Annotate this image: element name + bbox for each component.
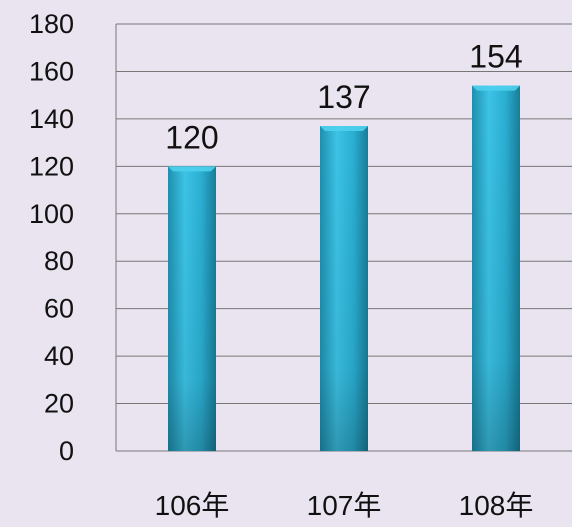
- y-tick-label: 60: [44, 294, 74, 324]
- x-tick-label: 107年: [307, 490, 382, 521]
- data-label: 154: [469, 39, 522, 75]
- bar-shade: [168, 166, 216, 452]
- bar: [472, 85, 520, 451]
- y-axis: 0 20 40 60 80 100 120 140 160 180: [29, 9, 117, 466]
- y-tick-label: 40: [44, 341, 74, 371]
- bar-shade: [320, 126, 368, 451]
- y-tick-label: 160: [29, 56, 74, 86]
- y-tick-label: 100: [29, 199, 74, 229]
- x-tick-label: 108年: [459, 490, 534, 521]
- y-tick-label: 120: [29, 151, 74, 181]
- x-axis: 106年 107年 108年: [155, 490, 534, 521]
- y-tick-label: 80: [44, 246, 74, 276]
- bar-cap: [320, 126, 368, 132]
- data-labels: 120 137 154: [165, 39, 522, 156]
- bar-shade: [472, 85, 520, 451]
- x-tick-label: 106年: [155, 490, 230, 521]
- y-tick-label: 20: [44, 389, 74, 419]
- data-label: 120: [165, 119, 218, 155]
- bar-cap: [168, 166, 216, 172]
- bar-cap: [472, 85, 520, 91]
- y-tick-label: 0: [59, 436, 74, 466]
- bar: [168, 166, 216, 452]
- y-tick-label: 180: [29, 9, 74, 39]
- bars: [168, 85, 520, 452]
- y-tick-label: 140: [29, 104, 74, 134]
- bar: [320, 126, 368, 451]
- data-label: 137: [317, 79, 370, 115]
